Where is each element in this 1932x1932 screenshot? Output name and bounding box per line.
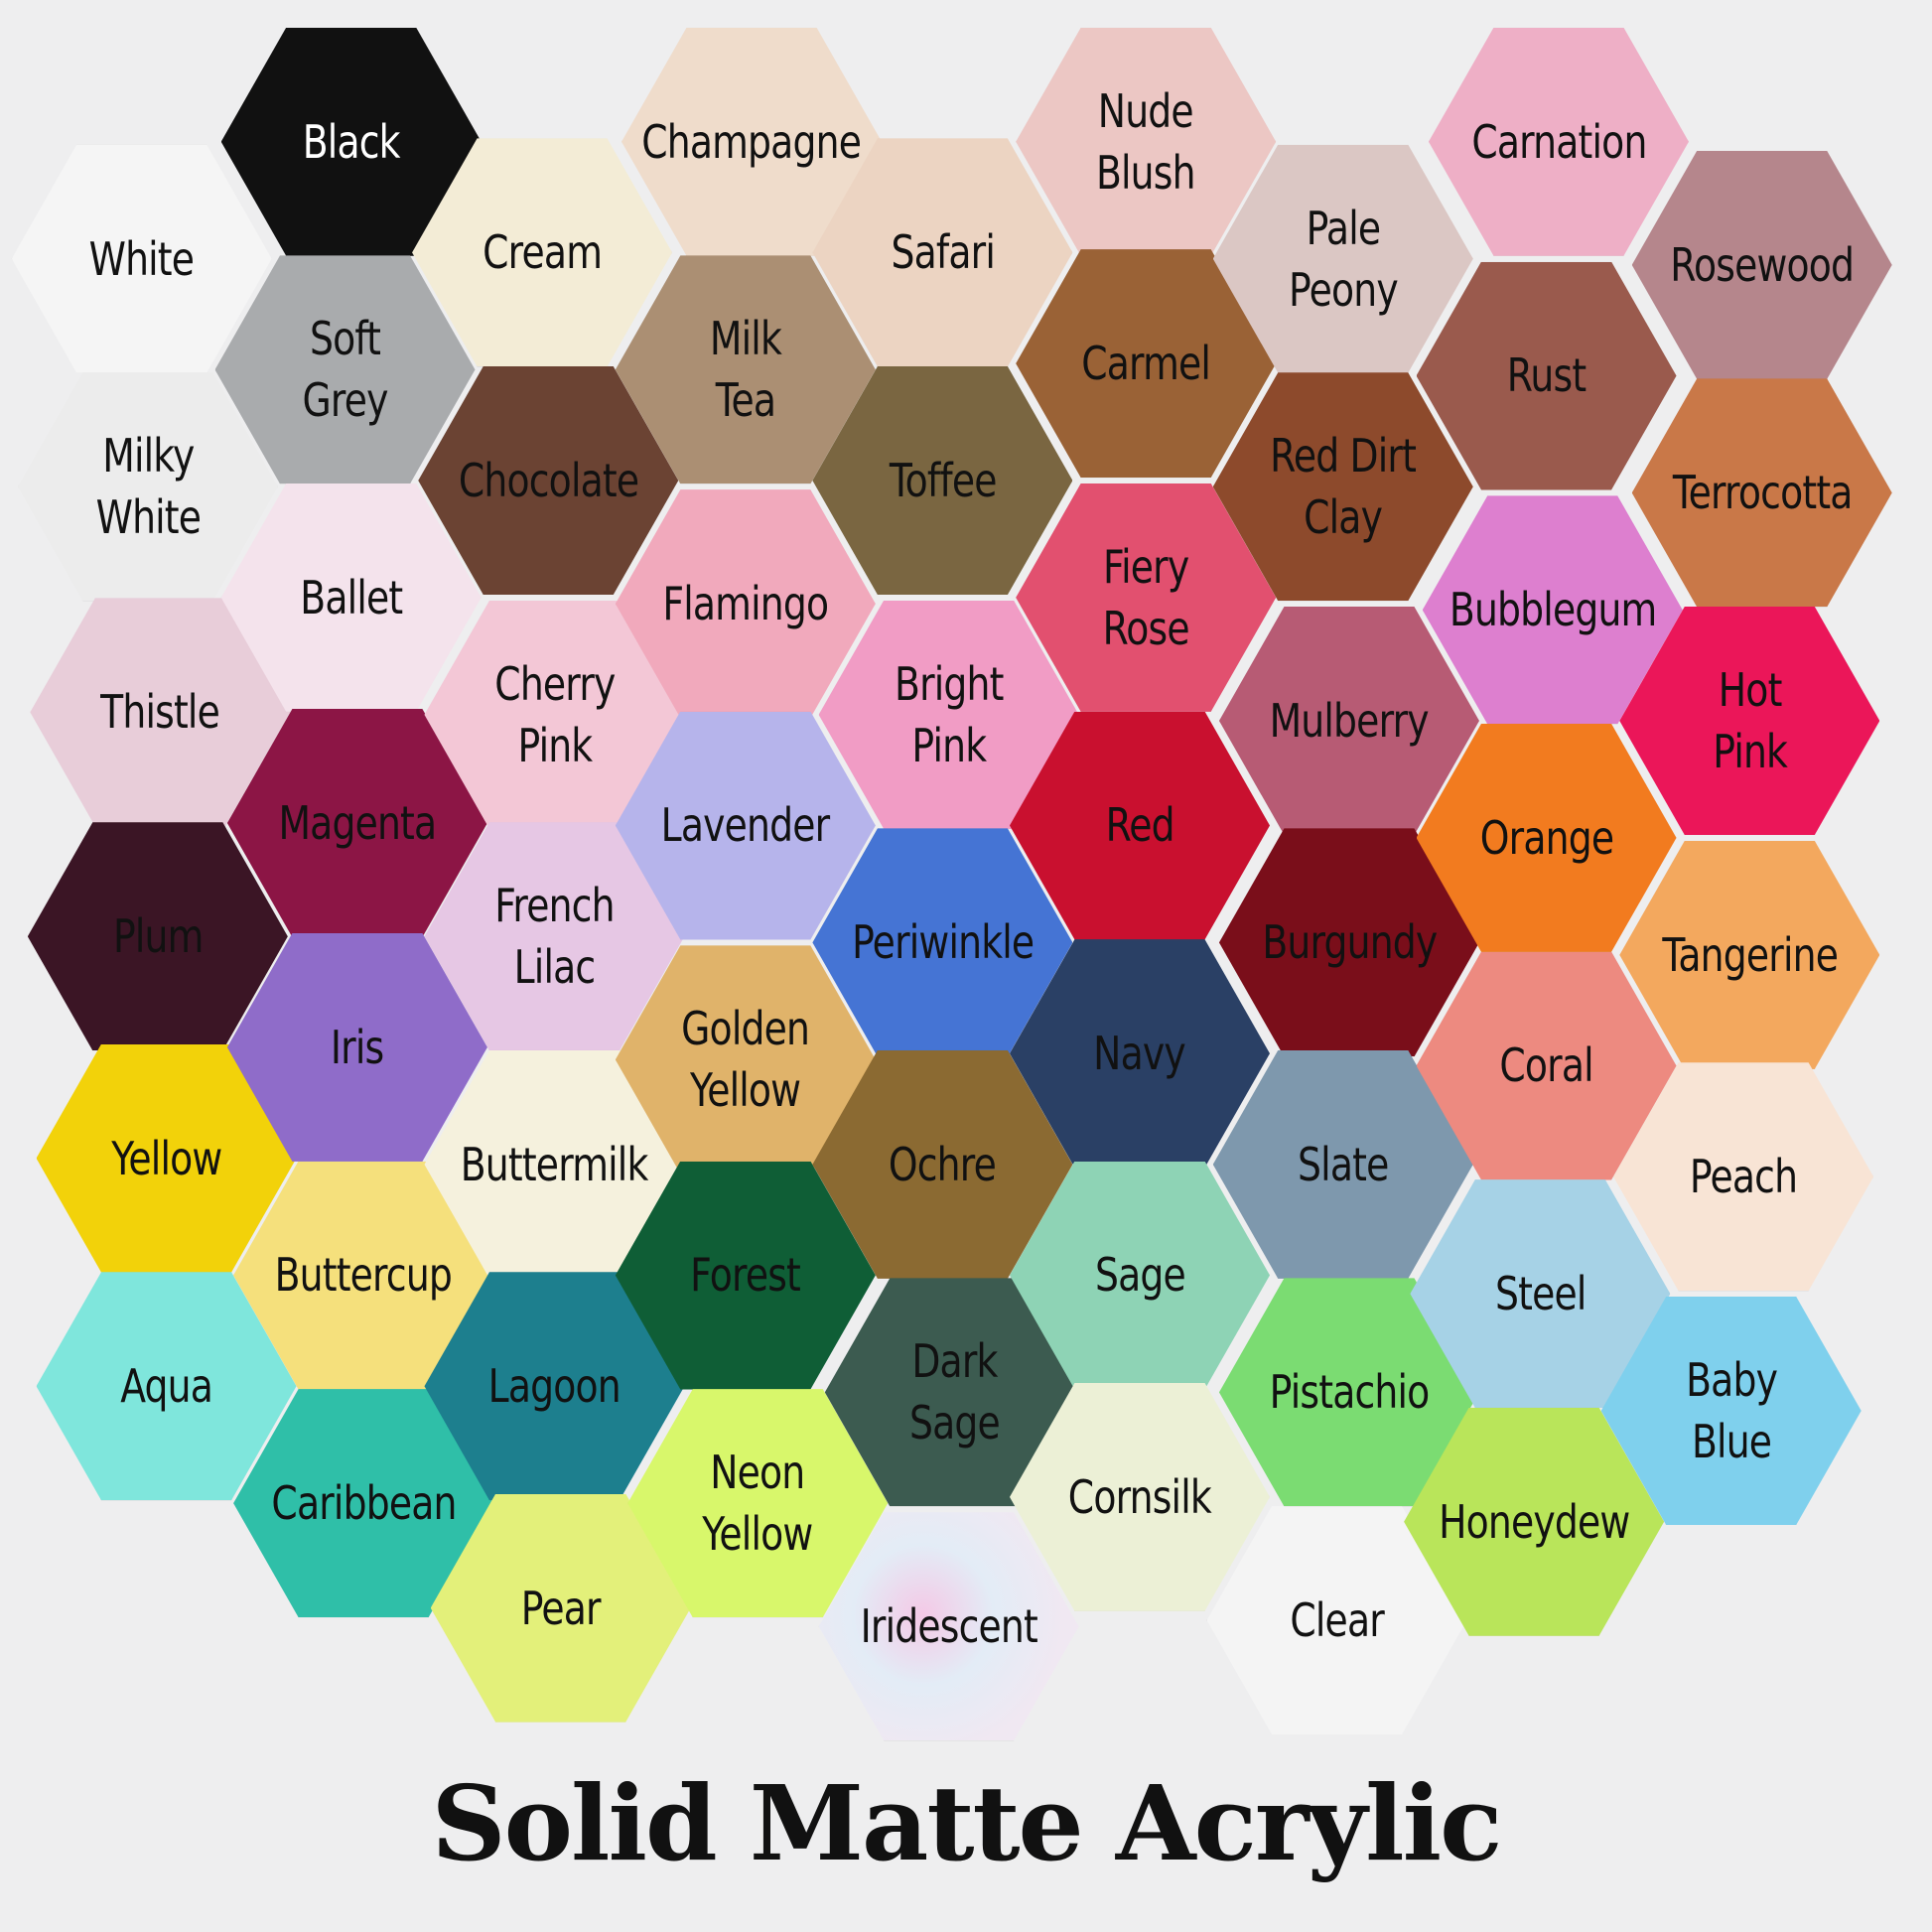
- swatch-label: Milky White: [95, 429, 201, 545]
- swatch-label: Cream: [483, 225, 603, 280]
- swatch-label: Cherry Pink: [493, 656, 616, 772]
- swatch-terrocotta: Terrocotta: [1631, 378, 1892, 608]
- swatch-label: Rosewood: [1670, 237, 1855, 292]
- swatch-label: Baby Blue: [1685, 1352, 1778, 1469]
- swatch-lavender: Lavender: [615, 711, 876, 940]
- swatch-aqua: Aqua: [36, 1272, 297, 1501]
- swatch-label: Yellow: [110, 1131, 222, 1185]
- swatch-flamingo: Flamingo: [615, 489, 876, 719]
- swatch-label: Caribbean: [271, 1476, 457, 1531]
- swatch-label: Bubblegum: [1449, 583, 1657, 637]
- swatch-label: Cornsilk: [1067, 1469, 1212, 1524]
- swatch-label: Champagne: [641, 114, 863, 169]
- swatch-label: Safari: [891, 225, 995, 280]
- swatch-label: French Lilac: [494, 879, 615, 995]
- swatch-label: Terrocotta: [1672, 466, 1853, 520]
- swatch-label: Honeydew: [1438, 1494, 1630, 1549]
- swatch-label: Pistachio: [1269, 1365, 1431, 1420]
- swatch-rosewood: Rosewood: [1631, 150, 1892, 379]
- swatch-label: Peach: [1689, 1150, 1798, 1204]
- swatch-label: Lagoon: [487, 1359, 621, 1414]
- swatch-label: Aqua: [120, 1359, 213, 1414]
- swatch-milk-tea: Milk Tea: [615, 255, 876, 484]
- swatch-label: Flamingo: [662, 577, 829, 631]
- swatch-label: Bright Pink: [894, 656, 1004, 772]
- swatch-label: Milk Tea: [709, 312, 782, 428]
- swatch-label: Ochre: [889, 1137, 997, 1191]
- swatch-label: Navy: [1093, 1027, 1187, 1081]
- swatch-label: Coral: [1499, 1038, 1593, 1093]
- swatch-label: Pale Peony: [1288, 201, 1399, 317]
- swatch-label: Periwinkle: [851, 915, 1035, 970]
- swatch-label: Burgundy: [1261, 915, 1438, 970]
- swatch-label: White: [88, 231, 195, 286]
- swatch-label: Rust: [1506, 348, 1587, 403]
- swatch-label: Nude Blush: [1096, 83, 1196, 200]
- swatch-label: Lavender: [661, 798, 830, 853]
- swatch-label: Ballet: [300, 570, 403, 624]
- swatch-white: White: [11, 144, 272, 373]
- swatch-label: Iridescent: [860, 1599, 1037, 1654]
- swatch-carnation: Carnation: [1428, 27, 1689, 256]
- swatch-label: Soft Grey: [302, 312, 388, 428]
- swatch-label: Buttercup: [274, 1248, 453, 1303]
- swatch-label: Fiery Rose: [1102, 539, 1190, 655]
- swatch-forest: Forest: [615, 1161, 876, 1390]
- swatch-label: Mulberry: [1269, 693, 1430, 748]
- swatch-lagoon: Lagoon: [424, 1272, 685, 1501]
- swatch-label: Dark Sage: [909, 1334, 1001, 1450]
- swatch-label: Clear: [1290, 1592, 1384, 1647]
- swatch-neon-yellow: Neon Yellow: [627, 1389, 889, 1618]
- swatch-label: Sage: [1094, 1248, 1186, 1303]
- swatch-label: Pear: [520, 1581, 602, 1635]
- swatch-label: Magenta: [278, 795, 437, 850]
- page-title: Solid Matte Acrylic: [431, 1762, 1503, 1884]
- swatch-label: Red Dirt Clay: [1270, 429, 1417, 545]
- swatch-label: Thistle: [100, 685, 220, 740]
- swatch-label: Iris: [331, 1020, 384, 1074]
- swatch-label: Tangerine: [1661, 927, 1839, 982]
- swatch-label: Slate: [1298, 1137, 1389, 1191]
- swatch-label: Chocolate: [458, 453, 639, 507]
- swatch-label: Hot Pink: [1712, 662, 1788, 779]
- swatch-label: Plum: [112, 909, 204, 964]
- swatch-label: Toffee: [889, 453, 998, 507]
- swatch-label: Golden Yellow: [681, 1002, 810, 1118]
- swatch-label: Neon Yellow: [702, 1446, 814, 1562]
- swatch-label: Red: [1105, 798, 1174, 853]
- swatch-label: Carmel: [1081, 337, 1211, 391]
- swatch-label: Buttermilk: [461, 1137, 649, 1191]
- swatch-label: Orange: [1479, 810, 1613, 865]
- swatch-label: Carnation: [1470, 114, 1647, 169]
- swatch-label: Steel: [1494, 1267, 1587, 1321]
- swatch-label: Forest: [690, 1248, 801, 1303]
- swatch-label: Black: [302, 114, 401, 169]
